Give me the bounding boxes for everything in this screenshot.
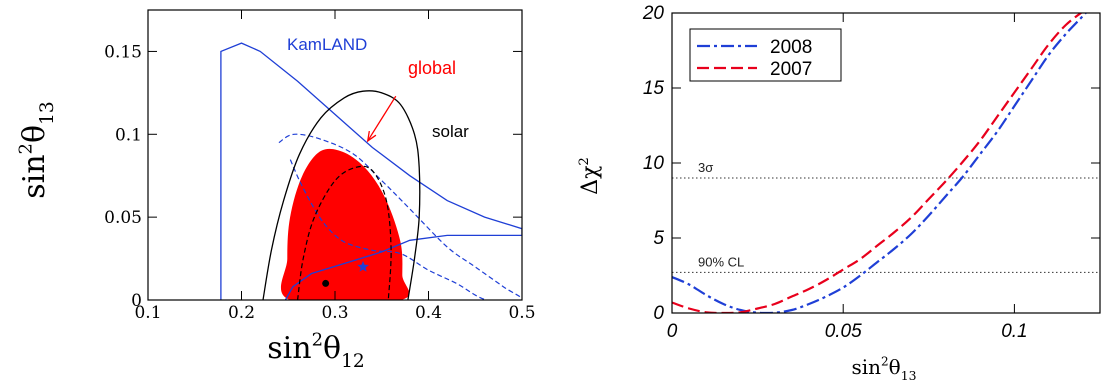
plot-area bbox=[672, 13, 1100, 313]
x-tick-label: 0.4 bbox=[415, 303, 442, 323]
x-tick-label: 0.2 bbox=[228, 303, 255, 323]
plot-area bbox=[220, 42, 522, 300]
global-region bbox=[280, 148, 410, 300]
x-tick-label: 0.5 bbox=[508, 303, 535, 323]
y-axis-label: Δχ2 bbox=[577, 157, 603, 195]
y-axis-label: sin2θ13 bbox=[15, 101, 58, 199]
series-2007-line bbox=[672, 13, 1083, 313]
solar-label: solar bbox=[432, 122, 469, 141]
y-tick-label: 0 bbox=[653, 303, 664, 324]
y-tick-label: 20 bbox=[642, 3, 665, 24]
kamland-label: KamLAND bbox=[287, 35, 367, 54]
global-arrow-head bbox=[366, 130, 377, 143]
kamland-inner-contour bbox=[278, 133, 522, 300]
legend-label-2007: 2007 bbox=[770, 59, 812, 80]
y-tick-label: 0.1 bbox=[115, 125, 142, 145]
y-tick-label: 0 bbox=[131, 291, 142, 311]
series-2008-line bbox=[672, 13, 1088, 313]
solar-contour bbox=[262, 90, 421, 300]
legend-box bbox=[689, 28, 842, 82]
x-tick-label: 0.3 bbox=[321, 303, 348, 323]
x-axis-label: sin2θ12 bbox=[267, 329, 365, 372]
y-tick-label: 15 bbox=[643, 78, 665, 99]
kamland-best-fit-marker bbox=[357, 260, 369, 272]
ref-label-3sigma: 3σ bbox=[698, 160, 713, 175]
kamland-contour bbox=[220, 42, 522, 300]
ref-label-90cl: 90% CL bbox=[698, 254, 744, 269]
x-tick-label: 0.05 bbox=[825, 321, 862, 342]
x-tick-label: 0.1 bbox=[1001, 321, 1027, 342]
global-arrow bbox=[367, 95, 397, 142]
y-tick-label: 0.15 bbox=[104, 42, 142, 62]
x-axis-label: sin2θ13 bbox=[851, 355, 916, 381]
y-tick-label: 10 bbox=[643, 153, 665, 174]
y-tick-label: 5 bbox=[653, 228, 664, 249]
contour-panel: KamLAND global solar 0.1 0.2 0.3 0.4 0.5 0 0.05 0.… bbox=[15, 9, 536, 372]
x-tick-label: 0 bbox=[667, 321, 678, 342]
global-best-fit-marker bbox=[322, 279, 330, 287]
x-tick-label: 0.1 bbox=[134, 303, 161, 323]
global-label: global bbox=[408, 58, 456, 78]
legend-label-2008: 2008 bbox=[770, 37, 812, 58]
y-tick-label: 0.05 bbox=[104, 208, 142, 228]
